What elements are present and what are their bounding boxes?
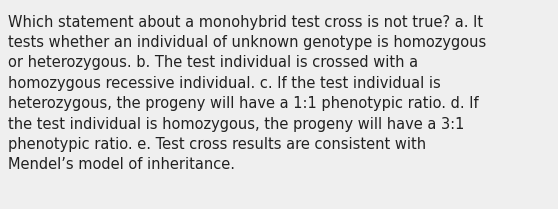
Text: Which statement about a monohybrid test cross is not true? a. It
tests whether a: Which statement about a monohybrid test … xyxy=(8,15,487,172)
